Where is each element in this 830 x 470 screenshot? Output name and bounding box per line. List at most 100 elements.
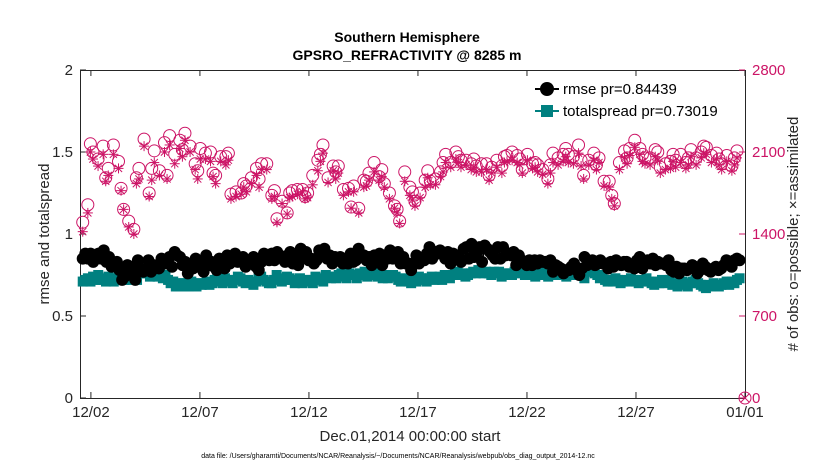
assimilated-obs-point — [139, 141, 150, 152]
asterisk-stroke — [370, 167, 379, 176]
asterisk-stroke — [191, 165, 200, 174]
asterisk-stroke — [692, 160, 701, 169]
y-right-tick-label: 2100 — [752, 144, 785, 161]
rmse-point — [662, 254, 675, 267]
assimilated-obs-point — [261, 164, 272, 175]
asterisk-stroke — [209, 172, 218, 181]
asterisk-stroke — [416, 193, 425, 202]
y-tick-label: 0.5 — [52, 308, 73, 325]
asterisk-stroke — [400, 177, 409, 186]
asterisk-stroke — [503, 157, 511, 166]
asterisk-stroke — [83, 208, 92, 217]
assimilated-obs-point — [146, 175, 157, 186]
asterisk-stroke — [150, 158, 159, 167]
assimilated-obs-point — [491, 162, 502, 173]
assimilated-obs-point — [645, 159, 656, 170]
asterisk-stroke — [607, 194, 616, 203]
asterisk-stroke — [518, 169, 527, 178]
asterisk-stroke — [313, 166, 322, 175]
chart-title: Southern Hemisphere — [334, 29, 480, 45]
asterisk-stroke — [270, 192, 279, 201]
legend-spread-marker — [541, 105, 553, 117]
asterisk-stroke — [635, 150, 644, 159]
assimilated-obs-point — [338, 190, 349, 201]
asterisk-stroke — [707, 158, 716, 167]
asterisk-stroke — [482, 165, 491, 174]
assimilated-obs-point — [174, 143, 185, 154]
asterisk-stroke — [676, 158, 685, 167]
asterisk-stroke — [605, 183, 614, 192]
asterisk-stroke — [497, 169, 506, 178]
y-tick-label: 1 — [65, 226, 73, 243]
asterisk-stroke — [324, 178, 333, 187]
possible-obs-point — [117, 202, 131, 216]
assimilated-obs-point — [622, 158, 633, 169]
asterisk-stroke — [211, 179, 220, 188]
assimilated-obs-point — [271, 217, 282, 228]
asterisk-stroke — [579, 174, 588, 183]
asterisk-stroke — [712, 155, 721, 163]
assimilated-obs-point — [542, 178, 553, 189]
asterisk-stroke — [615, 165, 624, 174]
asterisk-stroke — [546, 169, 555, 178]
asterisk-stroke — [487, 169, 496, 178]
rmse-point — [476, 255, 489, 268]
assimilated-obs-point — [445, 162, 456, 173]
asterisk-stroke — [610, 201, 619, 210]
assimilated-obs-point — [128, 229, 139, 239]
asterisk-stroke — [646, 160, 655, 169]
assimilated-obs-point — [721, 156, 732, 167]
asterisk-stroke — [239, 183, 248, 192]
assimilated-obs-point — [282, 209, 293, 220]
data-file-footnote: data file: /Users/gharamti/Documents/NCA… — [201, 453, 595, 460]
y-tick-label: 2 — [65, 62, 73, 79]
assimilated-obs-point — [422, 172, 433, 183]
assimilated-obs-point — [363, 175, 374, 186]
assimilated-obs-point — [118, 204, 129, 215]
assimilated-obs-point — [93, 161, 104, 172]
asterisk-stroke — [206, 157, 215, 166]
y-tick-label: 0 — [65, 390, 73, 407]
asterisk-stroke — [377, 172, 386, 181]
legend-spread-label: totalspread pr=0.73019 — [563, 103, 718, 120]
assimilated-obs-point — [609, 200, 620, 211]
assimilated-obs-point — [438, 166, 449, 177]
x-tick-label: 12/02 — [72, 404, 110, 421]
asterisk-stroke — [224, 156, 233, 165]
asterisk-stroke — [577, 162, 586, 171]
assimilated-obs-point — [312, 165, 323, 176]
assimilated-obs-point — [706, 157, 717, 168]
y-right-tick-label: 1400 — [752, 226, 785, 243]
asterisk-stroke — [515, 160, 524, 169]
rmse-point — [129, 273, 142, 286]
asterisk-stroke — [155, 171, 164, 180]
assimilated-obs-point — [716, 164, 727, 175]
asterisk-stroke — [163, 174, 172, 183]
assimilated-obs-point — [522, 155, 533, 166]
asterisk-stroke — [715, 160, 724, 169]
asterisk-stroke — [669, 157, 678, 166]
assimilated-obs-point — [696, 152, 707, 163]
assimilated-obs-point — [731, 152, 742, 163]
assimilated-obs-point — [578, 173, 589, 184]
asterisk-stroke — [255, 183, 264, 192]
assimilated-obs-point — [614, 164, 625, 175]
asterisk-stroke — [278, 199, 287, 208]
assimilated-obs-point — [553, 159, 564, 170]
asterisk-stroke — [441, 158, 450, 167]
assimilated-obs-point — [389, 203, 400, 214]
assimilated-obs-point — [394, 218, 405, 229]
y-right-tick-label: 0 — [752, 390, 760, 407]
asterisk-stroke — [641, 159, 649, 168]
y-tick-label: 1.5 — [52, 144, 73, 161]
asterisk-stroke — [549, 158, 557, 167]
legend-box — [528, 78, 740, 122]
asterisk-stroke — [462, 160, 471, 169]
asterisk-stroke — [94, 162, 103, 171]
assimilated-obs-point — [179, 135, 190, 146]
asterisk-stroke — [390, 204, 399, 213]
assimilated-obs-point — [639, 158, 650, 169]
assimilated-obs-point — [144, 191, 155, 202]
plot-area — [80, 70, 746, 399]
assimilated-obs-point — [701, 149, 712, 160]
